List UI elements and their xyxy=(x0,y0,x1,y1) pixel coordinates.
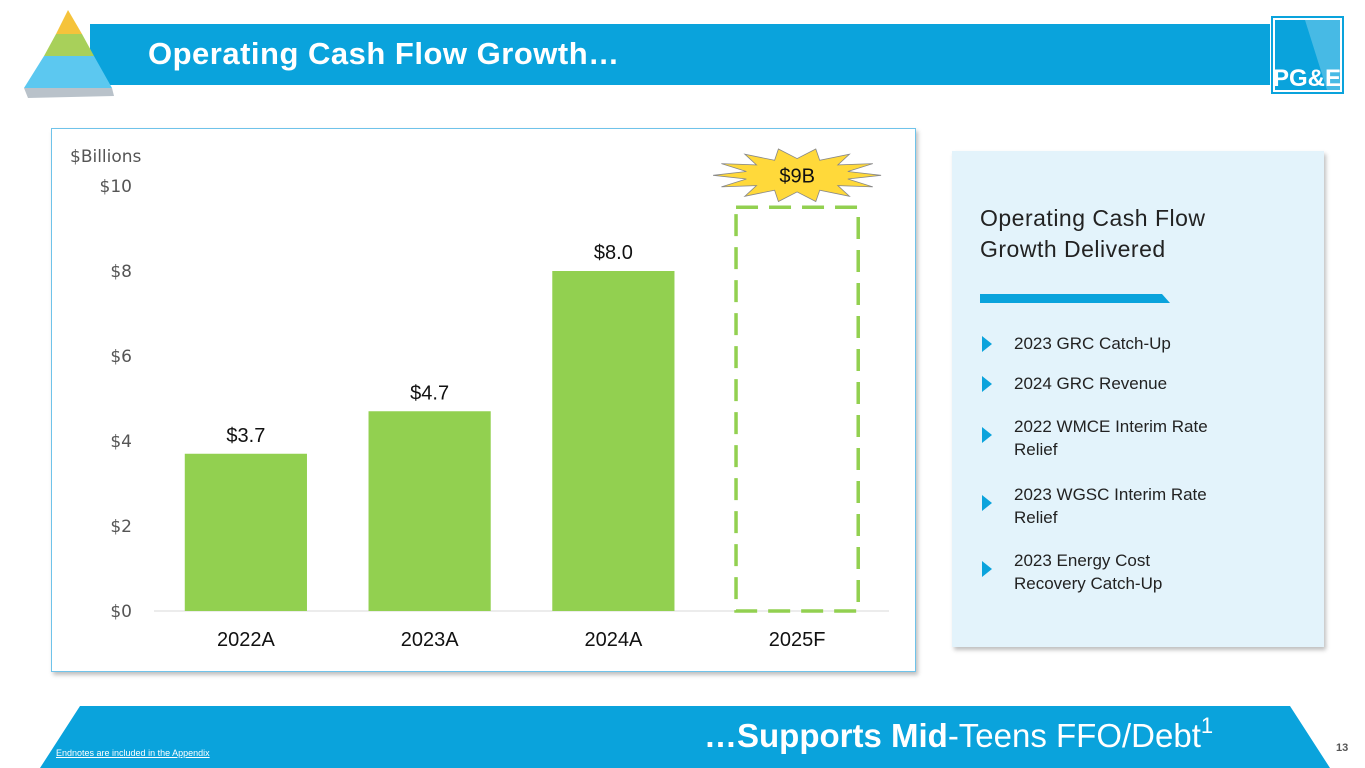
x-tick-label: 2025F xyxy=(769,629,826,651)
bullet-text: 2023 WGSC Interim Rate Relief xyxy=(1014,485,1207,527)
bullet-text: 2022 WMCE Interim Rate Relief xyxy=(1014,417,1208,459)
footer-tagline-bold: …Supports Mid xyxy=(704,717,948,754)
bar xyxy=(368,411,491,611)
triangle-bullet-icon xyxy=(982,495,992,511)
x-tick-label: 2023A xyxy=(401,629,459,651)
pyramid-icon xyxy=(24,10,114,98)
y-tick-label: $6 xyxy=(110,347,132,367)
footer-tagline-rest: -Teens FFO/Debt xyxy=(947,717,1201,754)
y-axis-title: $Billions xyxy=(70,147,142,167)
bullet-text: 2023 GRC Catch-Up xyxy=(1014,334,1171,353)
bar xyxy=(552,271,675,611)
y-tick-label: $2 xyxy=(110,517,132,537)
y-tick-label: $4 xyxy=(110,432,132,452)
footer-tagline: …Supports Mid-Teens FFO/Debt1 xyxy=(704,713,1213,755)
page-title: Operating Cash Flow Growth… xyxy=(148,36,620,71)
pge-logo: PG&E xyxy=(1271,16,1344,94)
y-tick-label: $8 xyxy=(110,262,132,282)
endnote-link[interactable]: Endnotes are included in the Appendix xyxy=(56,748,210,758)
footer-bar xyxy=(40,706,1330,768)
bar xyxy=(184,453,307,611)
bar-data-label: $8.0 xyxy=(594,242,633,264)
page-number: 13 xyxy=(1336,742,1349,754)
y-tick-label: $0 xyxy=(110,602,132,622)
svg-text:PG&E: PG&E xyxy=(1273,65,1341,92)
cash-flow-chart: $Billions $0 $2 $4 $6 $8 $10 $3.7 2022A $4.7 2023A… xyxy=(70,147,889,651)
chart-panel: $Billions $0 $2 $4 $6 $8 $10 $3.7 2022A $4.7 2023A… xyxy=(51,128,916,672)
forecast-badge-burst xyxy=(713,148,882,203)
y-tick-label: $10 xyxy=(100,177,132,197)
triangle-bullet-icon xyxy=(982,376,992,392)
forecast-bar xyxy=(734,205,860,613)
triangle-bullet-icon xyxy=(982,561,992,577)
bullet-text: 2023 Energy Cost Recovery Catch-Up xyxy=(1014,551,1163,593)
x-tick-label: 2022A xyxy=(217,629,275,651)
accent-rule xyxy=(980,294,1170,303)
info-panel: Operating Cash Flow Growth Delivered 202… xyxy=(952,151,1324,647)
header-bar xyxy=(90,24,1270,85)
footer-superscript: 1 xyxy=(1200,713,1214,738)
triangle-bullet-icon xyxy=(982,336,992,352)
bullet-text: 2024 GRC Revenue xyxy=(1014,374,1168,393)
info-title: Operating Cash Flow Growth Delivered xyxy=(980,205,1206,262)
bar-data-label: $3.7 xyxy=(226,425,265,447)
bar-data-label: $4.7 xyxy=(410,382,449,404)
x-tick-label: 2024A xyxy=(584,629,642,651)
forecast-badge-label: $9B xyxy=(779,165,815,187)
triangle-bullet-icon xyxy=(982,427,992,443)
